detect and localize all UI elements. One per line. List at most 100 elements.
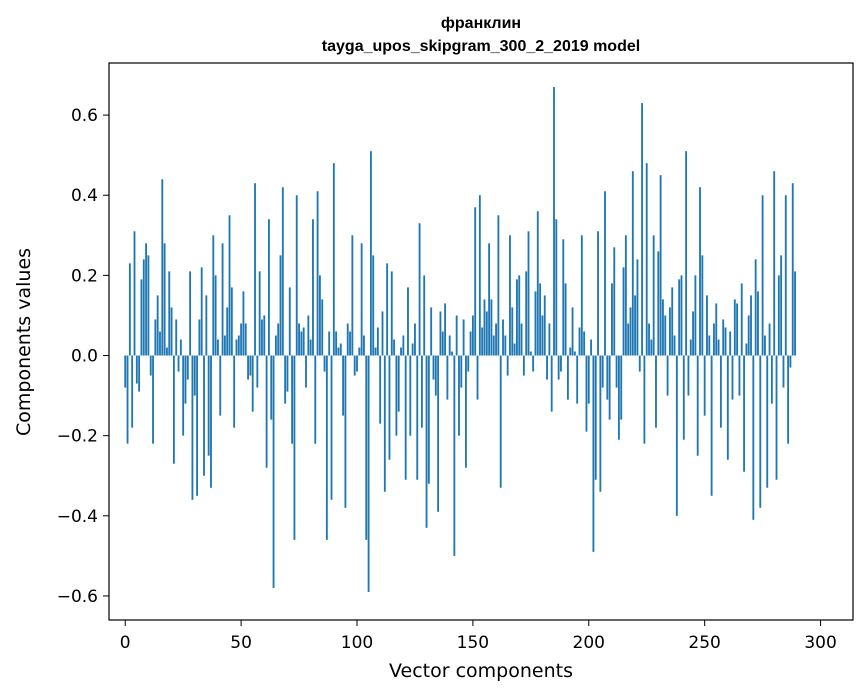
- bar: [719, 355, 722, 428]
- bar: [369, 151, 372, 356]
- bar: [761, 195, 764, 356]
- bar: [221, 243, 224, 356]
- bar: [689, 339, 692, 356]
- bar: [594, 355, 597, 480]
- bar: [529, 351, 532, 356]
- bar: [349, 331, 351, 356]
- bar: [226, 307, 229, 356]
- bar: [258, 271, 261, 356]
- bar: [240, 323, 243, 356]
- bar: [374, 347, 377, 356]
- bar: [569, 347, 572, 356]
- bar: [645, 163, 648, 356]
- bar: [791, 183, 794, 356]
- bar: [578, 327, 581, 356]
- bar: [715, 303, 718, 356]
- bar: [666, 355, 669, 396]
- bar: [383, 355, 386, 492]
- bar: [397, 355, 400, 412]
- bar: [453, 355, 456, 556]
- bar: [583, 331, 586, 356]
- bar: [321, 299, 324, 356]
- bar: [516, 279, 518, 356]
- bar: [740, 283, 743, 356]
- x-axis-label: Vector components: [389, 660, 573, 682]
- bar: [212, 235, 215, 356]
- bar: [363, 335, 365, 356]
- bar: [511, 307, 514, 356]
- bar: [652, 235, 655, 356]
- bar: [467, 355, 470, 372]
- bar: [184, 355, 187, 404]
- bar: [316, 191, 319, 356]
- bar: [747, 315, 750, 356]
- bar: [696, 355, 699, 456]
- bar: [277, 323, 280, 356]
- bar: [133, 231, 136, 356]
- bar: [553, 87, 555, 356]
- bar: [571, 307, 574, 356]
- bar: [444, 303, 446, 356]
- bar: [543, 295, 546, 356]
- bar: [425, 355, 428, 528]
- bar: [356, 355, 358, 372]
- bar: [249, 355, 252, 376]
- y-tick-label: 0.4: [71, 186, 98, 206]
- bar: [784, 195, 787, 356]
- bar: [291, 355, 294, 444]
- bar: [675, 355, 678, 516]
- bar: [268, 219, 270, 356]
- bar: [576, 355, 579, 404]
- bar: [446, 355, 449, 400]
- bar: [263, 315, 266, 356]
- bar: [360, 243, 363, 356]
- bar: [539, 283, 542, 356]
- bar: [177, 355, 180, 372]
- bar: [270, 355, 273, 420]
- bar: [485, 311, 488, 356]
- bar: [636, 259, 639, 356]
- bar: [708, 335, 711, 356]
- bar: [284, 355, 287, 404]
- bar: [379, 355, 382, 424]
- bar: [546, 355, 548, 380]
- x-tick-label: 150: [457, 633, 489, 653]
- bar: [627, 323, 630, 356]
- bar: [395, 355, 398, 436]
- bar: [166, 347, 168, 356]
- bar: [281, 187, 284, 356]
- bar: [620, 355, 623, 420]
- bar: [566, 355, 569, 400]
- bar: [495, 323, 497, 356]
- bar: [279, 255, 282, 356]
- bar: [722, 319, 725, 356]
- bar: [339, 343, 342, 356]
- bar: [548, 323, 551, 356]
- bar: [344, 355, 347, 508]
- bar: [608, 355, 611, 420]
- bar: [407, 287, 409, 356]
- bar: [754, 259, 757, 356]
- bar: [372, 255, 375, 356]
- bar: [724, 327, 727, 356]
- bar: [142, 259, 145, 356]
- bar: [168, 271, 171, 356]
- bar: [390, 271, 393, 356]
- bar: [388, 355, 391, 460]
- bar: [502, 319, 504, 356]
- bar: [175, 319, 178, 356]
- bar: [217, 339, 219, 356]
- bar: [437, 355, 440, 512]
- bar: [564, 283, 567, 356]
- bar: [330, 355, 333, 500]
- bar: [764, 335, 766, 356]
- bar: [210, 355, 212, 488]
- bar: [478, 195, 481, 356]
- bar: [481, 327, 484, 356]
- bar: [592, 355, 595, 552]
- plot-frame: [108, 62, 854, 621]
- bar: [713, 323, 715, 356]
- y-tick-label: −0.6: [57, 587, 98, 607]
- bar: [787, 355, 790, 444]
- bar: [518, 275, 521, 356]
